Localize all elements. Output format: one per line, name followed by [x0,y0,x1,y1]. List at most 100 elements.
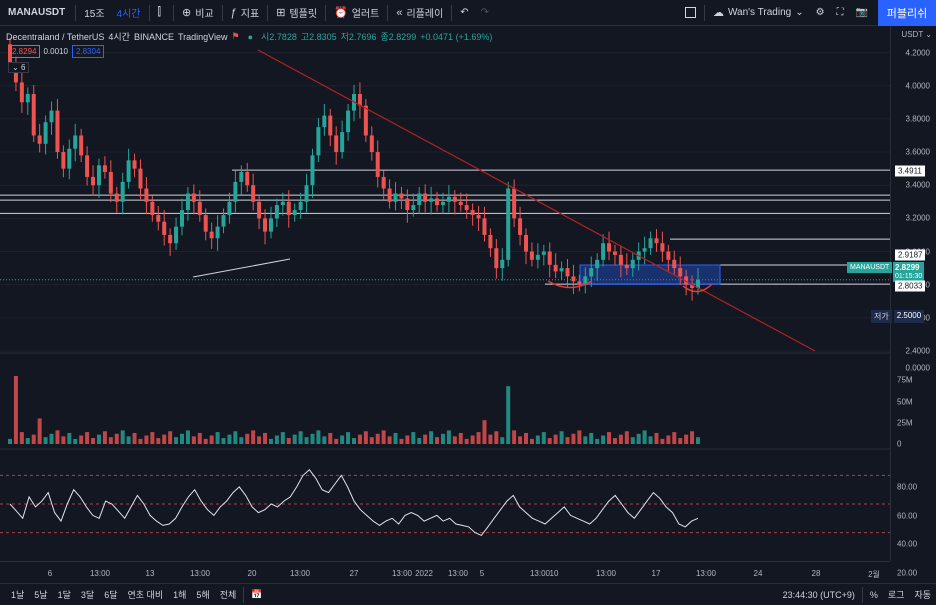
hline-label-2: 2.9187 [895,249,926,261]
replay-button[interactable]: «리플레이 [390,0,449,26]
volume-bar [363,431,368,444]
settings-button[interactable]: ⚙ [810,0,831,26]
volume-tick-1: 50M [897,397,913,406]
range-button-2[interactable]: 1달 [57,590,71,600]
fullscreen-layout-button[interactable] [679,0,702,26]
candle-body [565,268,570,277]
volume-bar [263,432,268,444]
candle-body [19,82,24,103]
date-range-group: 1날 5날 1달 3달 6달 연초 대비 1해 5해 전체 [6,588,241,601]
volume-bar [630,437,635,444]
dot-icon: ● [247,31,254,42]
snapshot-button[interactable]: 📷 [850,0,874,26]
rsi-tick-0: 80.00 [897,482,918,492]
log-scale-toggle[interactable]: 로그 [887,590,905,600]
volume-bar [19,432,24,444]
range-button-6[interactable]: 1해 [173,590,187,600]
range-button-1[interactable]: 5날 [34,590,48,600]
range-button-5[interactable]: 연초 대비 [127,590,164,600]
chart-canvas[interactable] [0,26,890,561]
alert-button[interactable]: ⏰ 얼러트 [328,0,385,26]
candle-body [209,231,214,239]
candle-body [268,218,273,232]
publish-button[interactable]: 퍼블리쉬 [878,0,936,26]
candle-body [559,268,564,272]
candle-body [690,284,695,288]
time-tick-0: 6 [47,569,53,578]
legend-change: +0.0471 (+1.69%) [420,31,493,42]
volume-bar [162,434,167,444]
indicators-button[interactable]: ƒ 지표 [225,0,266,26]
legend-title[interactable]: Decentraland / TetherUS [6,31,105,42]
fullscreen-button[interactable]: ⛶ [831,0,850,26]
volume-bar [257,436,262,444]
flag-icon[interactable]: ⚑ [231,31,240,41]
layout-name-button[interactable]: ☁ Wan's Trading ⌄ [707,0,810,26]
time-tick-1: 13:00 [89,569,111,578]
volume-bar [654,432,659,444]
candle-body [411,205,416,211]
volume-bar [274,435,279,444]
volume-bar [571,433,576,444]
grid-lines [0,52,890,352]
volume-bar [85,432,90,444]
volume-bar [79,435,84,444]
legend-source: TradingView [177,31,228,42]
volume-bar [304,437,309,444]
time-axis[interactable]: 6 13:00 13 13:00 20 13:00 27 13:00 2022 13:00 5 13:… [0,561,890,583]
volume-tick-3: 0 [897,439,902,449]
volume-bar [197,432,202,444]
volume-bar [67,432,72,444]
candle-body [660,243,665,252]
volume-bar [648,436,653,444]
candle-body [67,148,72,169]
volume-bar [607,432,612,444]
symbol-search-button[interactable]: MANAUSDT [8,7,66,18]
bid-price-badge[interactable]: 2.8294 [8,45,41,58]
redo-button[interactable]: ↷ [475,0,495,26]
price-axis[interactable]: USDT ⌄ 4.2000 4.0000 3.8000 3.6000 3.4000 3.2… [847,26,936,577]
range-button-7[interactable]: 5해 [196,590,210,600]
chart-type-button[interactable]: ⫿ [152,0,172,26]
candle-body [79,135,84,156]
range-button-0[interactable]: 1날 [11,590,25,600]
volume-bar [168,431,173,444]
range-button-4[interactable]: 6달 [104,590,118,600]
undo-button[interactable]: ↶ [454,0,474,26]
volume-bar [73,438,78,444]
volume-bar [482,420,487,444]
volume-bar [227,434,232,444]
volume-bar [666,435,671,444]
candle-body [446,196,451,202]
volume-bar [328,432,333,444]
interval-4h-button[interactable]: 4시간 [116,9,141,20]
volume-bar [583,436,588,444]
currency-selector[interactable]: USDT ⌄ [901,30,932,39]
candle-body [423,193,428,202]
candle-body [73,135,78,149]
trend-drawings[interactable] [192,49,816,352]
rsi-tick-3: 20.00 [897,568,918,578]
goto-date-button[interactable]: 📅 [246,589,267,600]
clock-timezone[interactable]: 23:44:30 (UTC+9) [782,589,855,600]
interval-15m-button[interactable]: 15조 [84,9,105,20]
volume-bar [239,437,244,444]
compare-button[interactable]: ⊕ 비교 [176,0,220,26]
range-button-3[interactable]: 3달 [80,590,95,600]
percent-scale-toggle[interactable]: % [869,589,878,600]
indicator-count: 6 [20,63,26,72]
indicator-collapse-toggle[interactable]: ⌄ 6 [8,62,30,73]
volume-bar [446,430,451,444]
volume-bar [292,434,297,444]
volume-bar [369,437,374,444]
volume-bar [690,431,695,444]
candle-body [108,171,113,194]
ask-price-badge[interactable]: 2.8304 [71,45,105,58]
candle-body [512,188,517,219]
candle-body [263,218,268,232]
templates-button[interactable]: ⊞ 템플릿 [270,0,323,26]
range-button-8[interactable]: 전체 [219,590,237,600]
candle-body [589,268,594,277]
auto-scale-toggle[interactable]: 자동 [914,590,931,600]
horizontal-lines[interactable] [0,169,890,285]
